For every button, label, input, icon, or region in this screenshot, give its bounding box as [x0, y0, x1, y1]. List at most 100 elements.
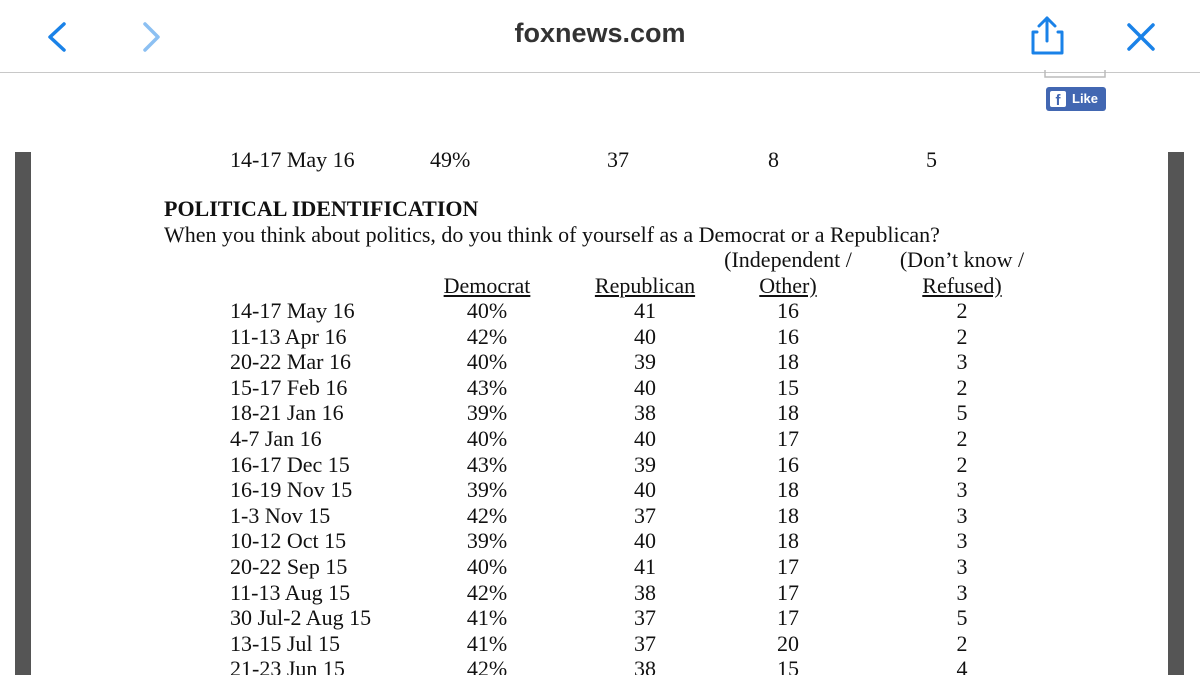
cell: 42% — [466, 656, 508, 675]
cell: 3 — [956, 477, 968, 503]
row-label: 11-13 Apr 16 — [230, 323, 347, 349]
share-button[interactable] — [1031, 16, 1064, 55]
cell: 3 — [956, 502, 968, 528]
row-label: 16-19 Nov 15 — [230, 477, 353, 503]
cell: 40% — [466, 298, 508, 323]
cell: 8 — [768, 147, 779, 172]
cell: 37 — [607, 147, 629, 172]
cell: 3 — [956, 349, 968, 375]
cell: 17 — [777, 426, 799, 451]
cell: 37 — [634, 605, 656, 631]
row-label: 1-3 Nov 15 — [230, 502, 331, 528]
cell: 5 — [926, 147, 937, 172]
cell: 2 — [956, 374, 968, 400]
cell: 40 — [634, 323, 656, 349]
cell: 49% — [430, 147, 471, 172]
cell: 41% — [466, 630, 508, 656]
cell: 39 — [634, 451, 656, 477]
pdf-page: 14-17 May 16 49% 37 8 5 POLITICAL IDENTIFICAT… — [0, 73, 1200, 675]
cell: 15 — [777, 374, 799, 400]
page-edge — [15, 152, 31, 675]
cell: 2 — [956, 323, 968, 349]
row-label: 10-12 Oct 15 — [230, 528, 347, 554]
cell: 3 — [956, 554, 968, 579]
cell: 40 — [634, 426, 656, 451]
toolbar-icons — [48, 16, 1155, 55]
cell: 37 — [634, 630, 656, 656]
cell: 3 — [956, 579, 968, 605]
cell: 40% — [466, 349, 508, 375]
close-button[interactable] — [1127, 23, 1155, 51]
row-label: 14-17 May 16 — [230, 298, 355, 323]
cell: 39% — [466, 400, 508, 426]
cell: 42% — [466, 579, 508, 605]
cell: 39% — [466, 477, 508, 503]
like-button[interactable]: f Like — [1046, 87, 1106, 111]
cell: 40% — [466, 426, 508, 451]
cell: 2 — [956, 630, 968, 656]
cell: 18 — [777, 349, 799, 375]
cell: 40 — [634, 477, 656, 503]
cell: 38 — [634, 400, 656, 426]
column-header: Other) — [759, 273, 817, 298]
cell: 2 — [956, 298, 968, 323]
cell: 38 — [634, 579, 656, 605]
like-count-box — [1044, 70, 1106, 78]
cell: 18 — [777, 502, 799, 528]
row-label: 13-15 Jul 15 — [230, 630, 340, 656]
row-label: 18-21 Jan 16 — [230, 400, 344, 426]
row-label: 11-13 Aug 15 — [230, 579, 351, 605]
cell: 15 — [777, 656, 799, 675]
cell: 5 — [956, 605, 968, 631]
row-label: 15-17 Feb 16 — [230, 374, 348, 400]
column-header: Refused) — [922, 273, 1002, 298]
column-header: (Independent / — [724, 247, 852, 272]
cell: 2 — [956, 426, 968, 451]
cell: 4 — [956, 656, 968, 675]
cell: 17 — [777, 605, 799, 631]
cell: 5 — [956, 400, 968, 426]
cell: 18 — [777, 477, 799, 503]
section-title: POLITICAL IDENTIFICATION — [164, 196, 479, 221]
cell: 18 — [777, 528, 799, 554]
cell: 40 — [634, 374, 656, 400]
cell: 39 — [634, 349, 656, 375]
cell: 41% — [466, 605, 508, 631]
cell: 18 — [777, 400, 799, 426]
cell: 20 — [777, 630, 799, 656]
row-label: 14-17 May 16 — [230, 147, 355, 172]
column-header: Republican — [594, 273, 696, 298]
forward-button[interactable] — [143, 22, 160, 52]
cell: 40 — [634, 528, 656, 554]
cell: 43% — [466, 451, 508, 477]
cell: 17 — [777, 579, 799, 605]
fb-icon: f — [1050, 91, 1066, 109]
like-label: Like — [1072, 91, 1099, 106]
cell: 42% — [466, 502, 508, 528]
cell: 43% — [466, 374, 508, 400]
cell: 16 — [777, 323, 799, 349]
cell: 2 — [956, 451, 968, 477]
cell: 40% — [466, 554, 508, 579]
cell: 16 — [777, 451, 799, 477]
row-label: 30 Jul-2 Aug 15 — [230, 605, 372, 631]
row-label: 20-22 Sep 15 — [230, 554, 348, 579]
row-label: 20-22 Mar 16 — [230, 349, 351, 375]
domain: foxnews.com — [514, 18, 686, 48]
column-header: Democrat — [443, 273, 531, 298]
column-header: (Don’t know / — [899, 247, 1025, 272]
row-label: 21-23 Jun 15 — [230, 656, 345, 675]
row-label: 4-7 Jan 16 — [230, 426, 322, 451]
page-edge — [1168, 152, 1184, 675]
cell: 39% — [466, 528, 508, 554]
cell: 16 — [777, 298, 799, 323]
cell: 38 — [634, 656, 656, 675]
cell: 37 — [634, 502, 656, 528]
back-button[interactable] — [48, 22, 66, 52]
cell: 41 — [634, 554, 656, 579]
cell: 17 — [777, 554, 799, 579]
cell: 41 — [634, 298, 656, 323]
cell: 42% — [466, 323, 508, 349]
question: When you think about politics, do you th… — [164, 222, 940, 247]
